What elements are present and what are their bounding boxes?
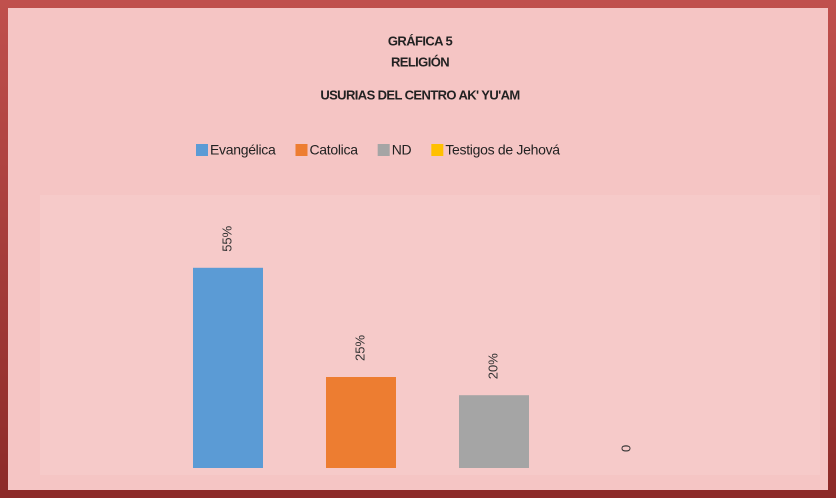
chart-title: GRÁFICA 5 <box>388 33 453 48</box>
bar <box>326 377 396 468</box>
data-label: 55% <box>219 225 234 251</box>
legend-label: ND <box>392 142 412 158</box>
bar <box>459 395 529 468</box>
legend-label: Catolica <box>310 142 359 158</box>
legend-swatch <box>377 144 390 156</box>
bar <box>193 267 263 468</box>
legend-swatch <box>295 144 308 156</box>
chart-title: USURIAS DEL CENTRO AK' YU'AM <box>320 87 519 102</box>
legend-swatch <box>431 144 444 156</box>
chart-title: RELIGIÓN <box>391 54 449 69</box>
legend-label: Evangélica <box>210 142 276 158</box>
data-label: 25% <box>352 335 367 361</box>
legend-label: Testigos de Jehová <box>445 142 560 158</box>
legend-swatch <box>196 144 208 156</box>
data-label: 0 <box>618 445 633 452</box>
plot-area <box>40 195 820 475</box>
data-label: 20% <box>485 353 500 379</box>
